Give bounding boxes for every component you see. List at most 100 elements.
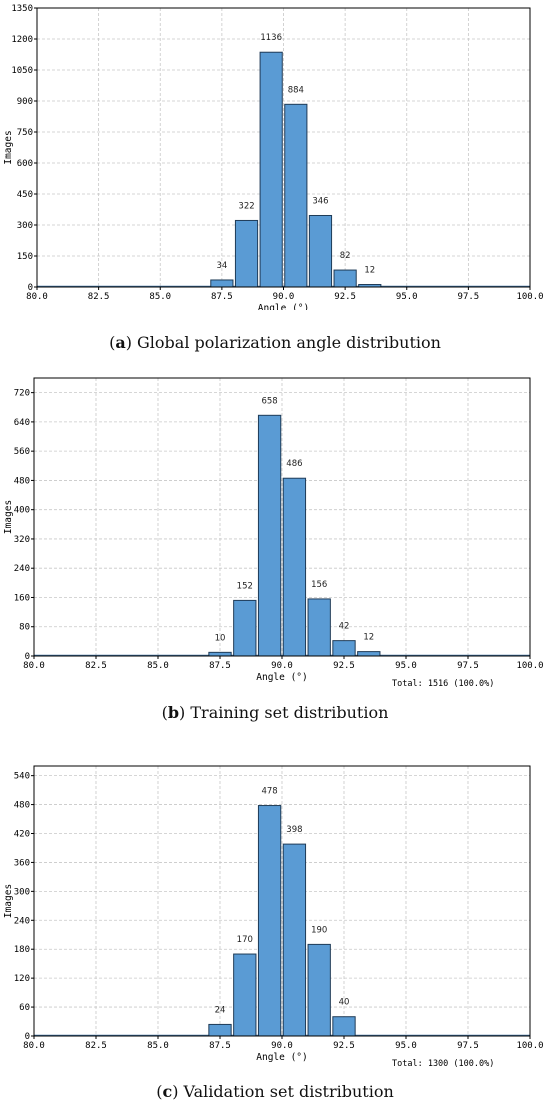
x-tick-label: 80.0 — [23, 1041, 45, 1051]
chart-training-distribution: 10 152 658 486 156 42 12 0 80 160 240 320 400 480 560 6… — [3, 377, 544, 689]
x-axis-label: Angle (°) — [256, 672, 307, 683]
y-tick-label: 560 — [14, 447, 30, 457]
y-tick-label: 450 — [17, 190, 33, 200]
bar — [332, 1016, 356, 1037]
x-tick-label: 97.5 — [457, 661, 479, 671]
y-tick-label: 400 — [14, 506, 30, 516]
x-tick-label: 92.5 — [333, 1041, 355, 1051]
y-tick-label: 480 — [14, 801, 30, 811]
x-tick-label: 95.0 — [395, 1041, 417, 1051]
y-tick-label: 0 — [25, 1032, 30, 1042]
y-tick-label: 900 — [17, 97, 33, 107]
x-tick-label: 100.0 — [516, 292, 543, 302]
x-tick-label: 85.0 — [149, 292, 171, 302]
bar-data-label: 156 — [311, 580, 327, 590]
y-tick-label: 0 — [28, 283, 33, 293]
y-tick-label: 720 — [14, 389, 30, 399]
bar — [233, 953, 257, 1037]
x-tick-label: 95.0 — [395, 661, 417, 671]
x-axis-label: Angle (°) — [256, 1052, 307, 1063]
bar-data-label: 34 — [216, 261, 227, 271]
y-tick-label: 1050 — [11, 66, 33, 76]
bar-data-label: 346 — [312, 196, 328, 206]
y-axis-label: Images — [3, 130, 14, 164]
bar — [307, 598, 331, 657]
caption-global: (a) Global polarization angle distributi… — [109, 333, 441, 352]
grid-lines — [36, 7, 531, 288]
bar — [284, 103, 308, 288]
y-tick-label: 120 — [14, 974, 30, 984]
x-tick-label: 100.0 — [516, 661, 543, 671]
y-tick-label: 0 — [25, 652, 30, 662]
bar — [282, 843, 307, 1037]
bar-data-label: 398 — [286, 825, 302, 835]
caption-training: (b) Training set distribution — [161, 703, 389, 722]
caption-text: Training set distribution — [185, 703, 389, 722]
y-tick-label: 80 — [19, 623, 30, 633]
caption-label: b — [167, 703, 180, 722]
bar — [259, 51, 283, 288]
y-tick-label: 1350 — [11, 4, 33, 14]
y-tick-label: 540 — [14, 772, 30, 782]
y-tick-label: 180 — [14, 945, 30, 955]
x-tick-label: 87.5 — [209, 661, 231, 671]
x-tick-label: 82.5 — [85, 661, 107, 671]
x-tick-label: 90.0 — [271, 661, 293, 671]
y-axis-label: Images — [3, 884, 14, 918]
bar — [308, 214, 333, 288]
bar — [357, 651, 381, 657]
x-tick-label: 90.0 — [273, 292, 295, 302]
x-tick-label: 97.5 — [457, 1041, 479, 1051]
x-tick-label: 97.5 — [458, 292, 480, 302]
bar — [208, 651, 232, 657]
y-axis-label: Images — [3, 500, 14, 534]
x-tick-label: 90.0 — [271, 1041, 293, 1051]
bar — [210, 279, 234, 288]
bar — [208, 1023, 232, 1037]
y-tick-label: 150 — [17, 252, 33, 262]
bar — [233, 599, 257, 657]
bar — [234, 219, 259, 288]
y-tick-label: 320 — [14, 535, 30, 545]
x-tick-label: 87.5 — [211, 292, 233, 302]
y-tick-label: 360 — [14, 858, 30, 868]
chart-validation-distribution: 24 170 478 398 190 40 0 60 120 180 240 300 360 420 480… — [3, 765, 544, 1069]
y-tick-label: 240 — [14, 916, 30, 926]
y-tick-label: 480 — [14, 476, 30, 486]
y-tick-label: 60 — [19, 1003, 30, 1013]
bar-data-label: 1136 — [260, 33, 282, 43]
bar-data-label: 24 — [215, 1005, 226, 1015]
total-annotation: Total: 1300 (100.0%) — [392, 1059, 494, 1069]
y-tick-label: 240 — [14, 564, 30, 574]
bar-data-label: 478 — [261, 787, 277, 797]
y-tick-label: 300 — [14, 887, 30, 897]
y-tick-label: 640 — [14, 418, 30, 428]
y-tick-label: 750 — [17, 128, 33, 138]
y-tick-label: 160 — [14, 593, 30, 603]
x-tick-label: 95.0 — [396, 292, 418, 302]
bar-data-label: 322 — [238, 201, 254, 211]
bar-data-label: 12 — [363, 633, 374, 643]
caption-text: Global polarization angle distribution — [131, 333, 441, 352]
bar-data-label: 152 — [237, 581, 253, 591]
bar-data-label: 190 — [311, 925, 327, 935]
grid-lines — [33, 766, 531, 1037]
x-tick-label: 85.0 — [147, 661, 169, 671]
x-tick-label: 80.0 — [23, 661, 45, 671]
bar — [332, 640, 356, 657]
bar — [307, 943, 331, 1037]
x-tick-label: 82.5 — [85, 1041, 107, 1051]
panel-validation: 24 170 478 398 190 40 0 60 120 180 240 300 360 420 480… — [0, 750, 550, 1070]
bar — [257, 805, 282, 1037]
y-tick-label: 600 — [17, 159, 33, 169]
bar-data-label: 40 — [339, 998, 350, 1008]
grid-lines — [33, 378, 531, 657]
x-tick-label: 80.0 — [26, 292, 48, 302]
y-tick-label: 420 — [14, 830, 30, 840]
caption-label: a — [115, 333, 126, 352]
y-tick-label: 300 — [17, 221, 33, 231]
x-tick-label: 92.5 — [334, 292, 356, 302]
bar — [333, 269, 357, 288]
chart-global-distribution: 34 322 1136 884 346 82 12 0 150 300 450 600 750 900 10… — [3, 4, 544, 310]
bar-data-label: 486 — [286, 459, 302, 469]
